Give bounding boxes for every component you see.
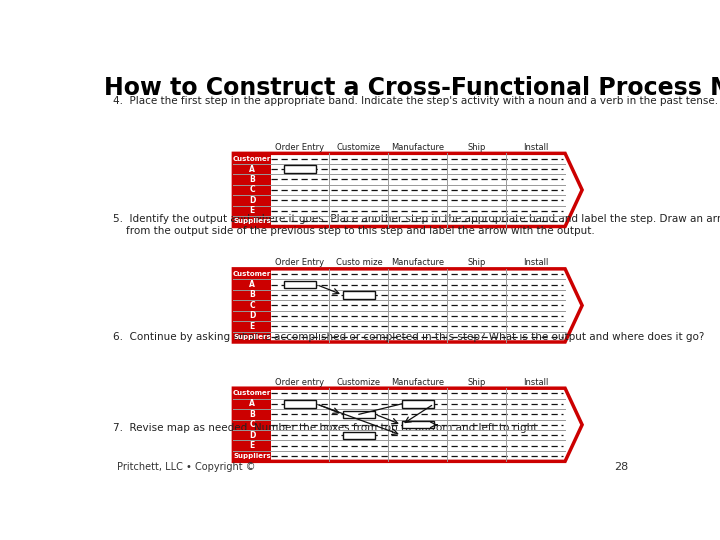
Text: 7.  Revise map as needed. Number the boxes from top to bottom and left to right.: 7. Revise map as needed. Number the boxe… bbox=[113, 423, 541, 433]
Bar bbox=[284, 165, 316, 173]
Text: C: C bbox=[249, 301, 255, 310]
Bar bbox=[402, 400, 434, 408]
Text: Ship: Ship bbox=[467, 143, 486, 152]
Bar bbox=[233, 153, 271, 226]
Text: Customize: Customize bbox=[337, 377, 381, 387]
Text: 6.  Continue by asking what is accomplished or completed in this step? What is t: 6. Continue by asking what is accomplish… bbox=[113, 332, 705, 342]
Text: Suppliers: Suppliers bbox=[233, 334, 271, 340]
Text: E: E bbox=[249, 322, 255, 331]
Bar bbox=[402, 421, 434, 428]
Text: E: E bbox=[249, 206, 255, 215]
Text: D: D bbox=[249, 196, 255, 205]
Text: Manufacture: Manufacture bbox=[391, 258, 444, 267]
Text: How to Construct a Cross-Functional Process Map (Cont’d): How to Construct a Cross-Functional Proc… bbox=[104, 76, 720, 99]
Bar bbox=[284, 281, 316, 288]
Text: D: D bbox=[249, 312, 255, 320]
Text: 5.  Identify the output and where it goes. Place another step in the appropriate: 5. Identify the output and where it goes… bbox=[113, 214, 720, 236]
Text: B: B bbox=[249, 291, 255, 300]
Text: Suppliers: Suppliers bbox=[233, 453, 271, 459]
Text: A: A bbox=[249, 165, 255, 173]
Text: Install: Install bbox=[523, 258, 549, 267]
Text: Ship: Ship bbox=[467, 377, 486, 387]
Bar bbox=[284, 400, 316, 408]
Text: Suppliers: Suppliers bbox=[233, 218, 271, 224]
Text: Customer: Customer bbox=[233, 156, 271, 161]
Text: Order Entry: Order Entry bbox=[276, 143, 325, 152]
Text: Customize: Customize bbox=[337, 143, 381, 152]
Bar bbox=[343, 410, 375, 418]
Text: Order Entry: Order Entry bbox=[276, 258, 325, 267]
Bar bbox=[233, 269, 271, 342]
Bar bbox=[233, 388, 271, 461]
Text: Install: Install bbox=[523, 377, 549, 387]
Polygon shape bbox=[233, 388, 582, 461]
Text: C: C bbox=[249, 420, 255, 429]
Text: Pritchett, LLC • Copyright ©: Pritchett, LLC • Copyright © bbox=[117, 462, 256, 472]
Text: Customer: Customer bbox=[233, 390, 271, 396]
Text: Custo mize: Custo mize bbox=[336, 258, 382, 267]
Text: A: A bbox=[249, 280, 255, 289]
Text: D: D bbox=[249, 431, 255, 440]
Polygon shape bbox=[233, 269, 582, 342]
Text: Customer: Customer bbox=[233, 271, 271, 277]
Text: C: C bbox=[249, 185, 255, 194]
Text: 28: 28 bbox=[614, 462, 629, 472]
Text: Install: Install bbox=[523, 143, 549, 152]
Text: E: E bbox=[249, 441, 255, 450]
Bar bbox=[343, 291, 375, 299]
Text: Order entry: Order entry bbox=[276, 377, 325, 387]
Text: Ship: Ship bbox=[467, 258, 486, 267]
Text: A: A bbox=[249, 400, 255, 408]
Text: 4.  Place the first step in the appropriate band. Indicate the step's activity w: 4. Place the first step in the appropria… bbox=[113, 96, 719, 106]
Text: B: B bbox=[249, 175, 255, 184]
Polygon shape bbox=[233, 153, 582, 226]
Text: B: B bbox=[249, 410, 255, 419]
Text: Manufacture: Manufacture bbox=[391, 377, 444, 387]
Text: Manufacture: Manufacture bbox=[391, 143, 444, 152]
Bar bbox=[343, 431, 375, 439]
